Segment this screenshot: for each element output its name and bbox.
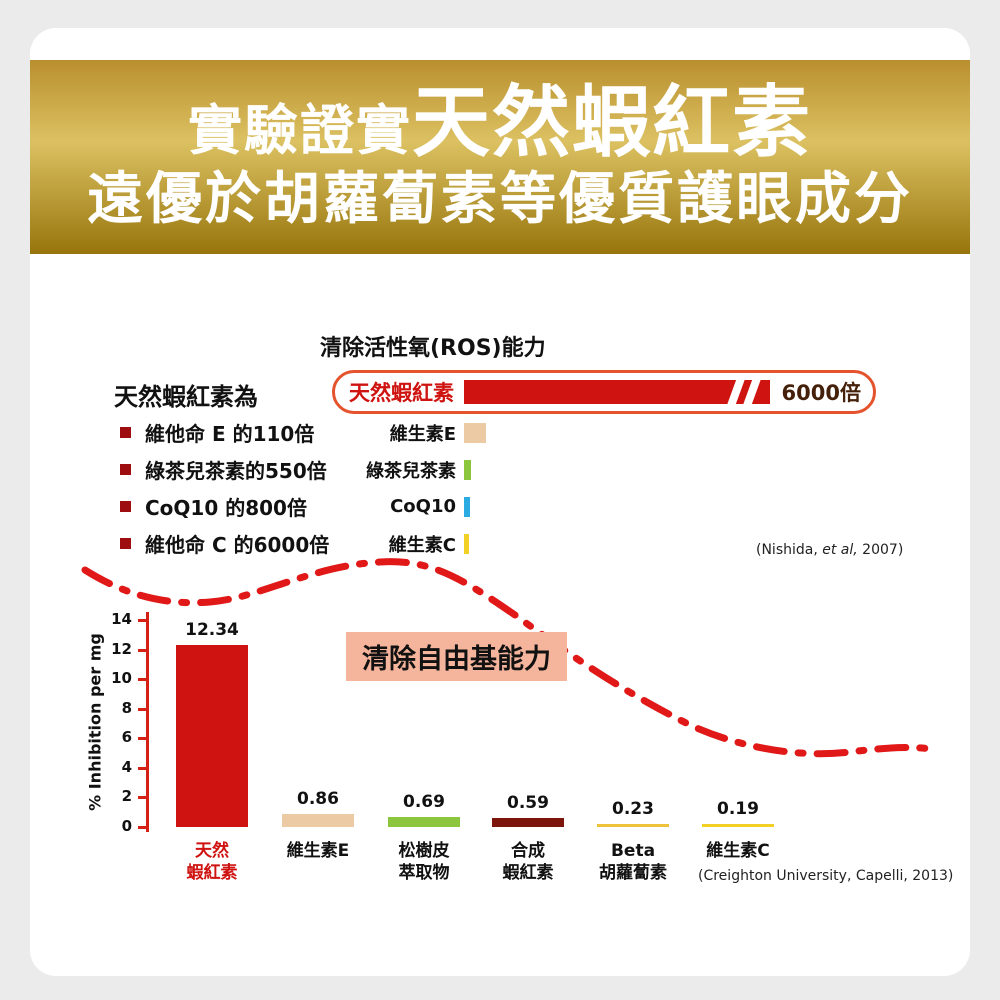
y-tick-label: 0 — [121, 817, 132, 835]
citation-text: 2007) — [857, 542, 904, 558]
ros-row-label: 維生素E — [389, 423, 456, 445]
ros-mini-bars: 維生素E 綠茶兒茶素 CoQ10 維生素C — [330, 414, 486, 562]
citation-text-italic: et al, — [822, 542, 858, 558]
banner-subheadline: 遠優於胡蘿蔔素等優質護眼成分 — [87, 167, 913, 233]
ros-row-label: 綠茶兒茶素 — [366, 460, 456, 482]
y-axis-line — [146, 612, 149, 832]
ros-comparison-row: 維生素C — [330, 525, 486, 562]
y-tick-label: 8 — [121, 698, 132, 717]
bullet-marker-icon — [120, 464, 131, 475]
ros-hero-value: 6000倍 — [781, 381, 861, 405]
y-tick-mark — [138, 826, 146, 829]
y-tick-label: 10 — [111, 669, 132, 688]
radical-bar-value: 0.19 — [717, 799, 759, 819]
radical-bar-label: 合成 蝦紅素 — [502, 841, 554, 884]
ros-bullet-label: 維他命 E 的110倍 — [145, 422, 315, 446]
radical-bar-value: 0.23 — [612, 798, 654, 819]
radical-bar — [176, 644, 248, 827]
ros-row-bar — [464, 533, 469, 554]
radical-bar-label: 松樹皮 萃取物 — [398, 841, 450, 884]
ros-bullet-label: 綠茶兒茶素的550倍 — [145, 459, 327, 483]
ros-comparison-row: CoQ10 — [330, 488, 486, 525]
ros-bullet-list: 維他命 E 的110倍 綠茶兒茶素的550倍 CoQ10 的800倍 維他命 C 的6… — [120, 414, 329, 562]
citation-text: (Nishida, — [756, 542, 823, 558]
banner-headline: 天然蝦紅素 — [411, 78, 812, 169]
gold-banner: 實驗證實 天然蝦紅素 遠優於胡蘿蔔素等優質護眼成分 — [30, 60, 970, 254]
ros-row-label: CoQ10 — [390, 496, 456, 517]
radical-bar-value: 0.59 — [507, 793, 549, 814]
ros-row-bar — [464, 496, 470, 517]
y-tick-mark — [138, 737, 146, 741]
y-tick-mark — [138, 678, 146, 682]
y-tick-mark — [138, 796, 146, 800]
banner-line1: 實驗證實 天然蝦紅素 — [187, 78, 812, 169]
y-tick-mark — [138, 766, 146, 770]
radical-bar-label: 維生素E — [286, 841, 350, 861]
y-tick-mark — [138, 619, 146, 622]
ros-comparison-row: 維生素E — [330, 414, 486, 451]
radical-bar — [282, 814, 354, 827]
bullet-marker-icon — [120, 427, 131, 438]
radical-bar-label: 天然 蝦紅素 — [186, 841, 238, 884]
ros-chart-title: 清除活性氧(ROS)能力 — [320, 336, 546, 361]
y-tick-label: 6 — [121, 728, 132, 747]
radical-citation: (Creighton University, Capelli, 2013) — [698, 868, 954, 884]
ros-bullet-label: CoQ10 的800倍 — [145, 496, 307, 520]
ros-intro: 天然蝦紅素為 — [114, 383, 258, 411]
ros-bullet-item: 維他命 C 的6000倍 — [120, 525, 329, 562]
ros-bullet-label: 維他命 C 的6000倍 — [145, 533, 330, 557]
y-axis-label: % Inhibition per mg — [85, 633, 105, 811]
y-tick-label: 12 — [111, 639, 132, 658]
y-tick-mark — [138, 707, 146, 711]
radical-bar-value: 0.86 — [297, 789, 339, 810]
radical-bar — [597, 823, 669, 827]
ros-bullet-item: 綠茶兒茶素的550倍 — [120, 451, 329, 488]
bullet-marker-icon — [120, 501, 131, 512]
radical-bar-label: 維生素C — [706, 841, 770, 861]
bullet-marker-icon — [120, 538, 131, 549]
radical-bar-label: Beta 胡蘿蔔素 — [599, 841, 667, 884]
radical-bar — [702, 824, 774, 827]
ros-row-bar — [464, 422, 486, 443]
ros-row-bar — [464, 459, 471, 480]
ros-hero-bar — [464, 373, 770, 411]
banner-lead: 實驗證實 — [187, 99, 412, 163]
ros-citation: (Nishida, et al, 2007) — [756, 542, 903, 558]
ros-row-label: 維生素C — [388, 534, 456, 556]
ros-hero-capsule: 天然蝦紅素 6000倍 — [332, 370, 876, 414]
radical-bar-value: 0.69 — [403, 791, 445, 812]
radical-bar-value: 12.34 — [185, 619, 239, 640]
ros-comparison-row: 綠茶兒茶素 — [330, 451, 486, 488]
radical-bar — [492, 818, 564, 827]
y-tick-label: 2 — [121, 787, 132, 806]
y-tick-label: 14 — [111, 610, 132, 628]
radical-chart-title: 清除自由基能力 — [346, 632, 567, 681]
ros-hero-label: 天然蝦紅素 — [349, 381, 454, 405]
y-tick-label: 4 — [121, 757, 132, 776]
ros-bullet-item: 維他命 E 的110倍 — [120, 414, 329, 451]
ros-bullet-item: CoQ10 的800倍 — [120, 488, 329, 525]
y-tick-mark — [138, 648, 146, 652]
radical-bar — [388, 816, 460, 827]
